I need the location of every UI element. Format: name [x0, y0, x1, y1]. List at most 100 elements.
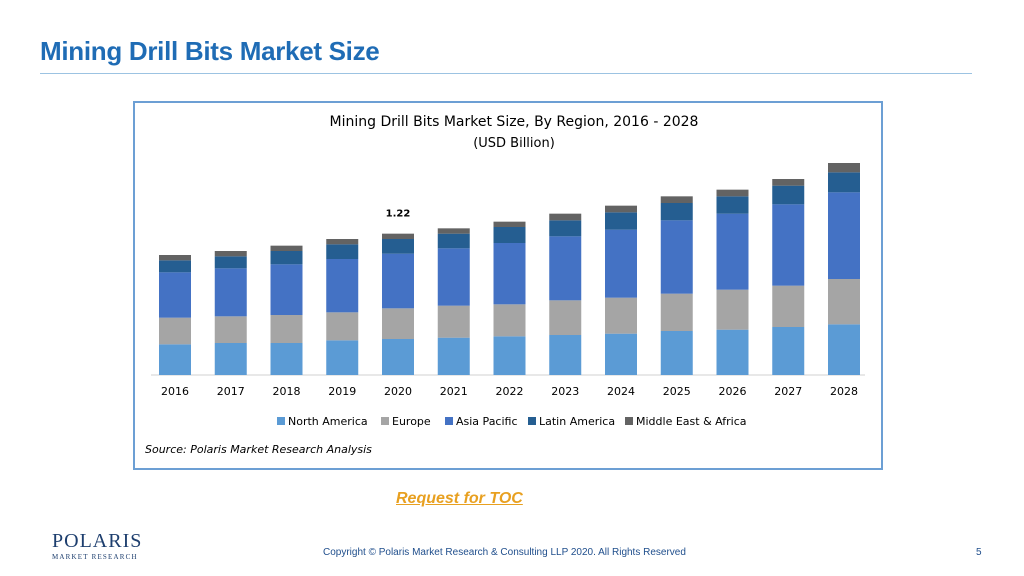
x-tick-2020: 2020: [384, 385, 412, 398]
bar-2026-latin-america: [716, 196, 749, 214]
bar-2028-europe: [828, 279, 860, 325]
bar-2020-latin-america: [382, 239, 414, 254]
chart-subtitle: (USD Billion): [473, 136, 555, 151]
bar-2018-europe: [270, 315, 303, 343]
x-tick-2016: 2016: [161, 385, 189, 398]
bar-2027-north-america: [772, 327, 805, 375]
x-tick-2019: 2019: [328, 385, 356, 398]
chart-source: Source: Polaris Market Research Analysis: [145, 443, 372, 456]
legend-item-asia-pacific: Asia Pacific: [445, 415, 518, 428]
legend-swatch-latin-america: [528, 417, 536, 425]
bar-2025-latin-america: [660, 203, 693, 221]
x-tick-2021: 2021: [440, 385, 468, 398]
legend: North America Europe Asia Pacific Latin Ame…: [277, 415, 747, 428]
bar-2019-latin-america: [326, 244, 359, 259]
bar-2022-europe: [493, 304, 526, 337]
bar-2021-europe: [437, 305, 470, 338]
annotations: 1.22: [386, 209, 411, 220]
x-tick-2018: 2018: [273, 385, 301, 398]
bar-2026-asia-pacific: [716, 213, 749, 290]
bar-2020-asia-pacific: [382, 253, 414, 309]
bar-2025-middle-east-and-africa: [660, 196, 693, 203]
legend-label-north-america: North America: [288, 415, 368, 428]
legend-label-europe: Europe: [392, 415, 431, 428]
title-divider: [40, 73, 972, 74]
bar-2022-asia-pacific: [493, 243, 526, 305]
bar-2017-europe: [214, 316, 247, 343]
bar-2024-latin-america: [605, 212, 637, 230]
bar-2019-europe: [326, 312, 359, 341]
bar-2016-middle-east-and-africa: [159, 255, 191, 261]
polaris-logo: POLARIS MARKET RESEARCH: [52, 531, 142, 561]
bar-2024-middle-east-and-africa: [605, 205, 637, 213]
bar-2028-middle-east-and-africa: [828, 163, 860, 173]
bar-2027-asia-pacific: [772, 204, 805, 286]
bar-2021-north-america: [437, 337, 470, 375]
x-tick-labels: 2016 2017 2018 2019 2020 2021 2022 2023 2024 2025…: [161, 385, 858, 398]
bar-2019-asia-pacific: [326, 259, 359, 313]
bar-2023-asia-pacific: [549, 236, 582, 301]
bar-2028-asia-pacific: [828, 192, 860, 279]
request-toc-link[interactable]: Request for TOC: [396, 490, 523, 507]
bar-2017-middle-east-and-africa: [214, 251, 247, 257]
bar-2023-europe: [549, 300, 582, 335]
bars-group: [159, 163, 860, 375]
legend-item-north-america: North America: [277, 415, 368, 428]
legend-swatch-middle-east-and-africa: [625, 417, 633, 425]
bar-2027-middle-east-and-africa: [772, 179, 805, 186]
legend-swatch-asia-pacific: [445, 417, 453, 425]
bar-2022-latin-america: [493, 227, 526, 243]
bar-2016-asia-pacific: [159, 272, 191, 318]
bar-2020-europe: [382, 308, 414, 339]
bar-2025-asia-pacific: [660, 220, 693, 294]
legend-item-middle-east-and-africa: Middle East & Africa: [625, 415, 747, 428]
bar-2026-middle-east-and-africa: [716, 189, 749, 197]
bar-2023-latin-america: [549, 220, 582, 237]
stacked-bar-chart: Mining Drill Bits Market Size, By Region…: [145, 114, 865, 456]
x-tick-2025: 2025: [663, 385, 691, 398]
x-tick-2023: 2023: [551, 385, 579, 398]
legend-item-europe: Europe: [381, 415, 431, 428]
bar-2024-north-america: [605, 333, 637, 375]
bar-2017-north-america: [214, 343, 247, 375]
bar-2023-middle-east-and-africa: [549, 213, 582, 221]
bar-2019-middle-east-and-africa: [326, 239, 359, 245]
bar-2022-middle-east-and-africa: [493, 221, 526, 227]
bar-2026-north-america: [716, 329, 749, 375]
slide-title: Mining Drill Bits Market Size: [40, 36, 380, 66]
bar-2018-north-america: [270, 343, 303, 375]
legend-swatch-north-america: [277, 417, 285, 425]
bar-2022-north-america: [493, 336, 526, 375]
bar-2017-latin-america: [214, 256, 247, 269]
legend-label-middle-east-and-africa: Middle East & Africa: [636, 415, 747, 428]
legend-swatch-europe: [381, 417, 389, 425]
bar-2018-asia-pacific: [270, 264, 303, 315]
annotation-2020: 1.22: [386, 209, 411, 220]
bar-2024-asia-pacific: [605, 229, 637, 298]
bar-2027-europe: [772, 285, 805, 327]
x-tick-2022: 2022: [496, 385, 524, 398]
bar-2018-middle-east-and-africa: [270, 245, 303, 251]
page-number: 5: [976, 547, 982, 558]
bar-2026-europe: [716, 289, 749, 330]
legend-label-asia-pacific: Asia Pacific: [456, 415, 518, 428]
bar-2018-latin-america: [270, 251, 303, 265]
bar-2021-latin-america: [437, 233, 470, 249]
bar-2021-middle-east-and-africa: [437, 228, 470, 234]
logo-sub-text: MARKET RESEARCH: [52, 553, 138, 561]
x-tick-2024: 2024: [607, 385, 635, 398]
x-tick-2027: 2027: [774, 385, 802, 398]
copyright-text: Copyright © Polaris Market Research & Co…: [323, 547, 686, 558]
bar-2028-north-america: [828, 324, 860, 375]
x-tick-2026: 2026: [719, 385, 747, 398]
bar-2020-middle-east-and-africa: [382, 233, 414, 239]
legend-item-latin-america: Latin America: [528, 415, 615, 428]
chart-title: Mining Drill Bits Market Size, By Region…: [330, 114, 699, 130]
bar-2028-latin-america: [828, 172, 860, 193]
bar-2021-asia-pacific: [437, 248, 470, 306]
bar-2025-north-america: [660, 331, 693, 375]
bar-2025-europe: [660, 293, 693, 331]
x-tick-2017: 2017: [217, 385, 245, 398]
x-tick-2028: 2028: [830, 385, 858, 398]
bar-2016-europe: [159, 317, 191, 345]
